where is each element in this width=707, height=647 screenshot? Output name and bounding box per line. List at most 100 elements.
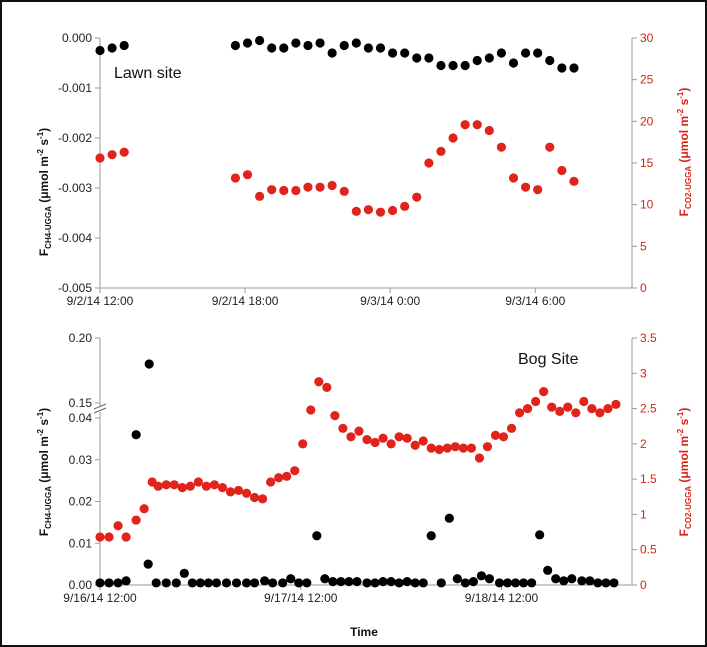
ch4-flux-point <box>436 578 446 588</box>
ch4-flux-point <box>328 577 338 587</box>
x-tick-label: 9/18/14 12:00 <box>465 591 539 605</box>
ch4-flux-point <box>510 578 521 588</box>
ch4-flux-point <box>119 40 129 51</box>
left-y-tick-label: 0.04 <box>69 411 93 425</box>
ch4-flux-point <box>362 578 372 588</box>
ch4-flux-point <box>179 568 189 578</box>
co2-flux-point <box>274 473 284 483</box>
co2-flux-point <box>533 185 543 195</box>
co2-flux-point <box>201 481 211 491</box>
ch4-flux-point <box>242 38 253 48</box>
ch4-flux-point <box>559 576 569 586</box>
right-y-tick-label: 2.5 <box>640 402 657 416</box>
ch4-flux-point <box>294 578 304 588</box>
ch4-flux-point <box>460 578 470 588</box>
co2-flux-point <box>230 173 241 183</box>
lawn-site-panel: 0.000 -0.001 -0.002 -0.003 -0.004 -0.005 0 5 10 1… <box>36 31 693 308</box>
co2-flux-point <box>378 433 388 443</box>
co2-flux-point <box>410 440 420 450</box>
co2-flux-point <box>95 532 105 542</box>
ch4-flux-point <box>402 577 412 587</box>
ch4-flux-point <box>484 574 495 584</box>
right-y-axis-label: FCO2-UGGA (μmol m-2 s-1) <box>676 88 693 217</box>
ch4-flux-point <box>320 574 330 584</box>
ch4-flux-point <box>302 578 312 588</box>
x-tick-label: 9/2/14 18:00 <box>212 294 279 308</box>
left-y-tick-label: 0.20 <box>69 331 93 345</box>
ch4-flux-point <box>448 60 458 71</box>
co2-flux-point <box>388 205 398 216</box>
right-y-tick-label: 2 <box>640 437 647 451</box>
co2-flux-point <box>107 150 117 160</box>
co2-flux-point <box>279 185 289 196</box>
x-tick-label: 9/16/14 12:00 <box>63 591 137 605</box>
ch4-flux-point <box>468 577 479 587</box>
ch4-flux-point <box>394 578 404 588</box>
co2-flux-point <box>436 146 446 156</box>
ch4-flux-point <box>410 578 420 588</box>
ch4-flux-point <box>107 43 117 53</box>
x-tick-label: 9/3/14 0:00 <box>360 294 420 308</box>
ch4-flux-point <box>593 578 603 588</box>
co2-flux-point <box>484 125 494 136</box>
co2-flux-point <box>370 437 380 448</box>
ch4-flux-point <box>567 574 577 584</box>
right-y-tick-label: 3 <box>640 366 647 380</box>
co2-flux-point <box>458 443 468 453</box>
co2-flux-point <box>327 180 337 191</box>
ch4-flux-point <box>609 578 619 588</box>
right-y-tick-label: 1 <box>640 507 647 521</box>
co2-flux-point <box>169 480 179 490</box>
co2-flux-point <box>545 142 555 152</box>
ch4-flux-point <box>545 55 555 66</box>
co2-flux-point <box>557 165 567 176</box>
co2-flux-point <box>291 185 301 196</box>
ch4-flux-point <box>484 53 494 63</box>
co2-flux-point <box>394 432 404 442</box>
ch4-flux-point <box>400 48 410 58</box>
co2-flux-point <box>339 186 349 196</box>
ch4-flux-point <box>95 45 105 56</box>
ch4-flux-point <box>303 40 313 51</box>
ch4-flux-point <box>444 513 454 523</box>
x-tick-label: 9/2/14 12:00 <box>67 294 134 308</box>
ch4-flux-point <box>131 430 141 440</box>
ch4-flux-point <box>279 43 289 53</box>
co2-flux-point <box>354 426 364 436</box>
right-y-axis-label: FCO2-UGGA (μmol m-2 s-1) <box>676 408 693 537</box>
co2-flux-point <box>466 443 476 453</box>
left-y-tick-label: 0.15 <box>69 396 93 410</box>
ch4-flux-point <box>436 60 446 71</box>
co2-flux-point <box>496 142 507 152</box>
ch4-flux-point <box>249 578 260 588</box>
ch4-flux-point <box>143 559 153 569</box>
co2-flux-point <box>351 206 361 216</box>
co2-flux-point <box>472 120 482 130</box>
co2-flux-point <box>314 377 324 387</box>
right-y-tick-label: 0.5 <box>640 543 657 557</box>
bog-site-label: Bog Site <box>518 351 579 368</box>
co2-flux-point <box>249 492 260 503</box>
co2-flux-point <box>161 480 171 490</box>
ch4-flux-point <box>241 578 252 588</box>
co2-flux-point <box>255 191 265 201</box>
co2-flux-point <box>363 205 374 215</box>
co2-flux-point <box>330 411 340 421</box>
ch4-flux-point <box>494 578 505 588</box>
ch4-flux-point <box>339 40 349 51</box>
co2-flux-point <box>258 494 268 504</box>
co2-flux-point <box>362 435 372 445</box>
lawn-site-label: Lawn site <box>114 65 182 82</box>
ch4-flux-point <box>388 48 398 58</box>
co2-flux-point <box>217 483 228 493</box>
ch4-flux-point <box>336 577 346 587</box>
ch4-flux-point <box>363 43 374 53</box>
co2-flux-point <box>315 182 325 192</box>
right-y-tick-label: 20 <box>640 114 654 128</box>
ch4-flux-point <box>351 38 361 48</box>
co2-flux-point <box>523 403 533 414</box>
co2-flux-point <box>306 405 316 415</box>
bog-site-panel: 0.00 0.01 0.02 0.03 0.040.15 0.20 0 0.5 1 1.5 2 2.5… <box>36 331 693 639</box>
ch4-flux-point <box>460 60 470 71</box>
